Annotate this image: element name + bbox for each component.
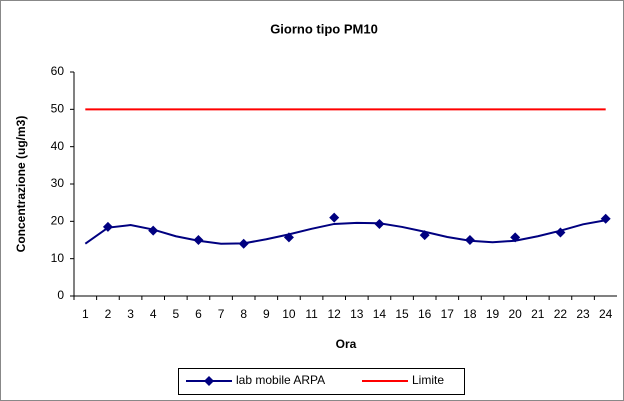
marker: [148, 225, 159, 236]
x-tick-label: 16: [418, 307, 432, 321]
marker: [193, 235, 204, 245]
y-tick-label: 10: [51, 251, 65, 265]
x-tick-label: 15: [395, 307, 409, 321]
y-tick-label: 40: [51, 139, 65, 153]
x-tick-label: 23: [576, 307, 590, 321]
x-tick-label: 22: [554, 307, 568, 321]
x-tick-label: 21: [531, 307, 545, 321]
x-tick-label: 1: [82, 307, 89, 321]
x-tick-label: 10: [282, 307, 296, 321]
x-tick-label: 3: [127, 307, 134, 321]
x-tick-label: 5: [172, 307, 179, 321]
x-tick-label: 4: [150, 307, 157, 321]
x-tick-label: 20: [509, 307, 523, 321]
legend-label: Limite: [412, 373, 444, 387]
chart-title: Giorno tipo PM10: [270, 21, 378, 36]
marker: [329, 212, 340, 223]
series-line: [84, 219, 606, 245]
y-tick-label: 0: [57, 288, 64, 302]
x-tick-label: 19: [486, 307, 500, 321]
y-tick-label: 60: [51, 64, 65, 78]
y-tick-label: 50: [51, 102, 65, 116]
x-tick-label: 12: [328, 307, 342, 321]
x-tick-label: 9: [263, 307, 270, 321]
marker: [555, 227, 566, 238]
marker: [283, 232, 294, 243]
y-axis-title: Concentrazione (ug/m3): [14, 116, 28, 253]
y-tick-label: 20: [51, 214, 65, 228]
x-tick-label: 18: [463, 307, 477, 321]
x-tick-label: 2: [105, 307, 112, 321]
marker: [238, 238, 249, 249]
x-tick-label: 7: [218, 307, 225, 321]
x-tick-label: 17: [441, 307, 455, 321]
x-tick-label: 6: [195, 307, 202, 321]
marker: [102, 221, 113, 232]
marker: [204, 376, 214, 386]
marker: [419, 230, 430, 241]
x-tick-label: 13: [350, 307, 364, 321]
marker: [510, 232, 521, 243]
x-tick-label: 8: [240, 307, 247, 321]
x-tick-label: 24: [599, 307, 613, 321]
x-tick-label: 11: [305, 307, 318, 321]
legend-label: lab mobile ARPA: [236, 373, 325, 387]
marker: [374, 218, 385, 229]
x-tick-label: 14: [373, 307, 387, 321]
x-axis-title: Ora: [336, 337, 357, 351]
marker: [464, 235, 475, 245]
y-tick-label: 30: [51, 176, 65, 190]
marker: [600, 213, 611, 224]
